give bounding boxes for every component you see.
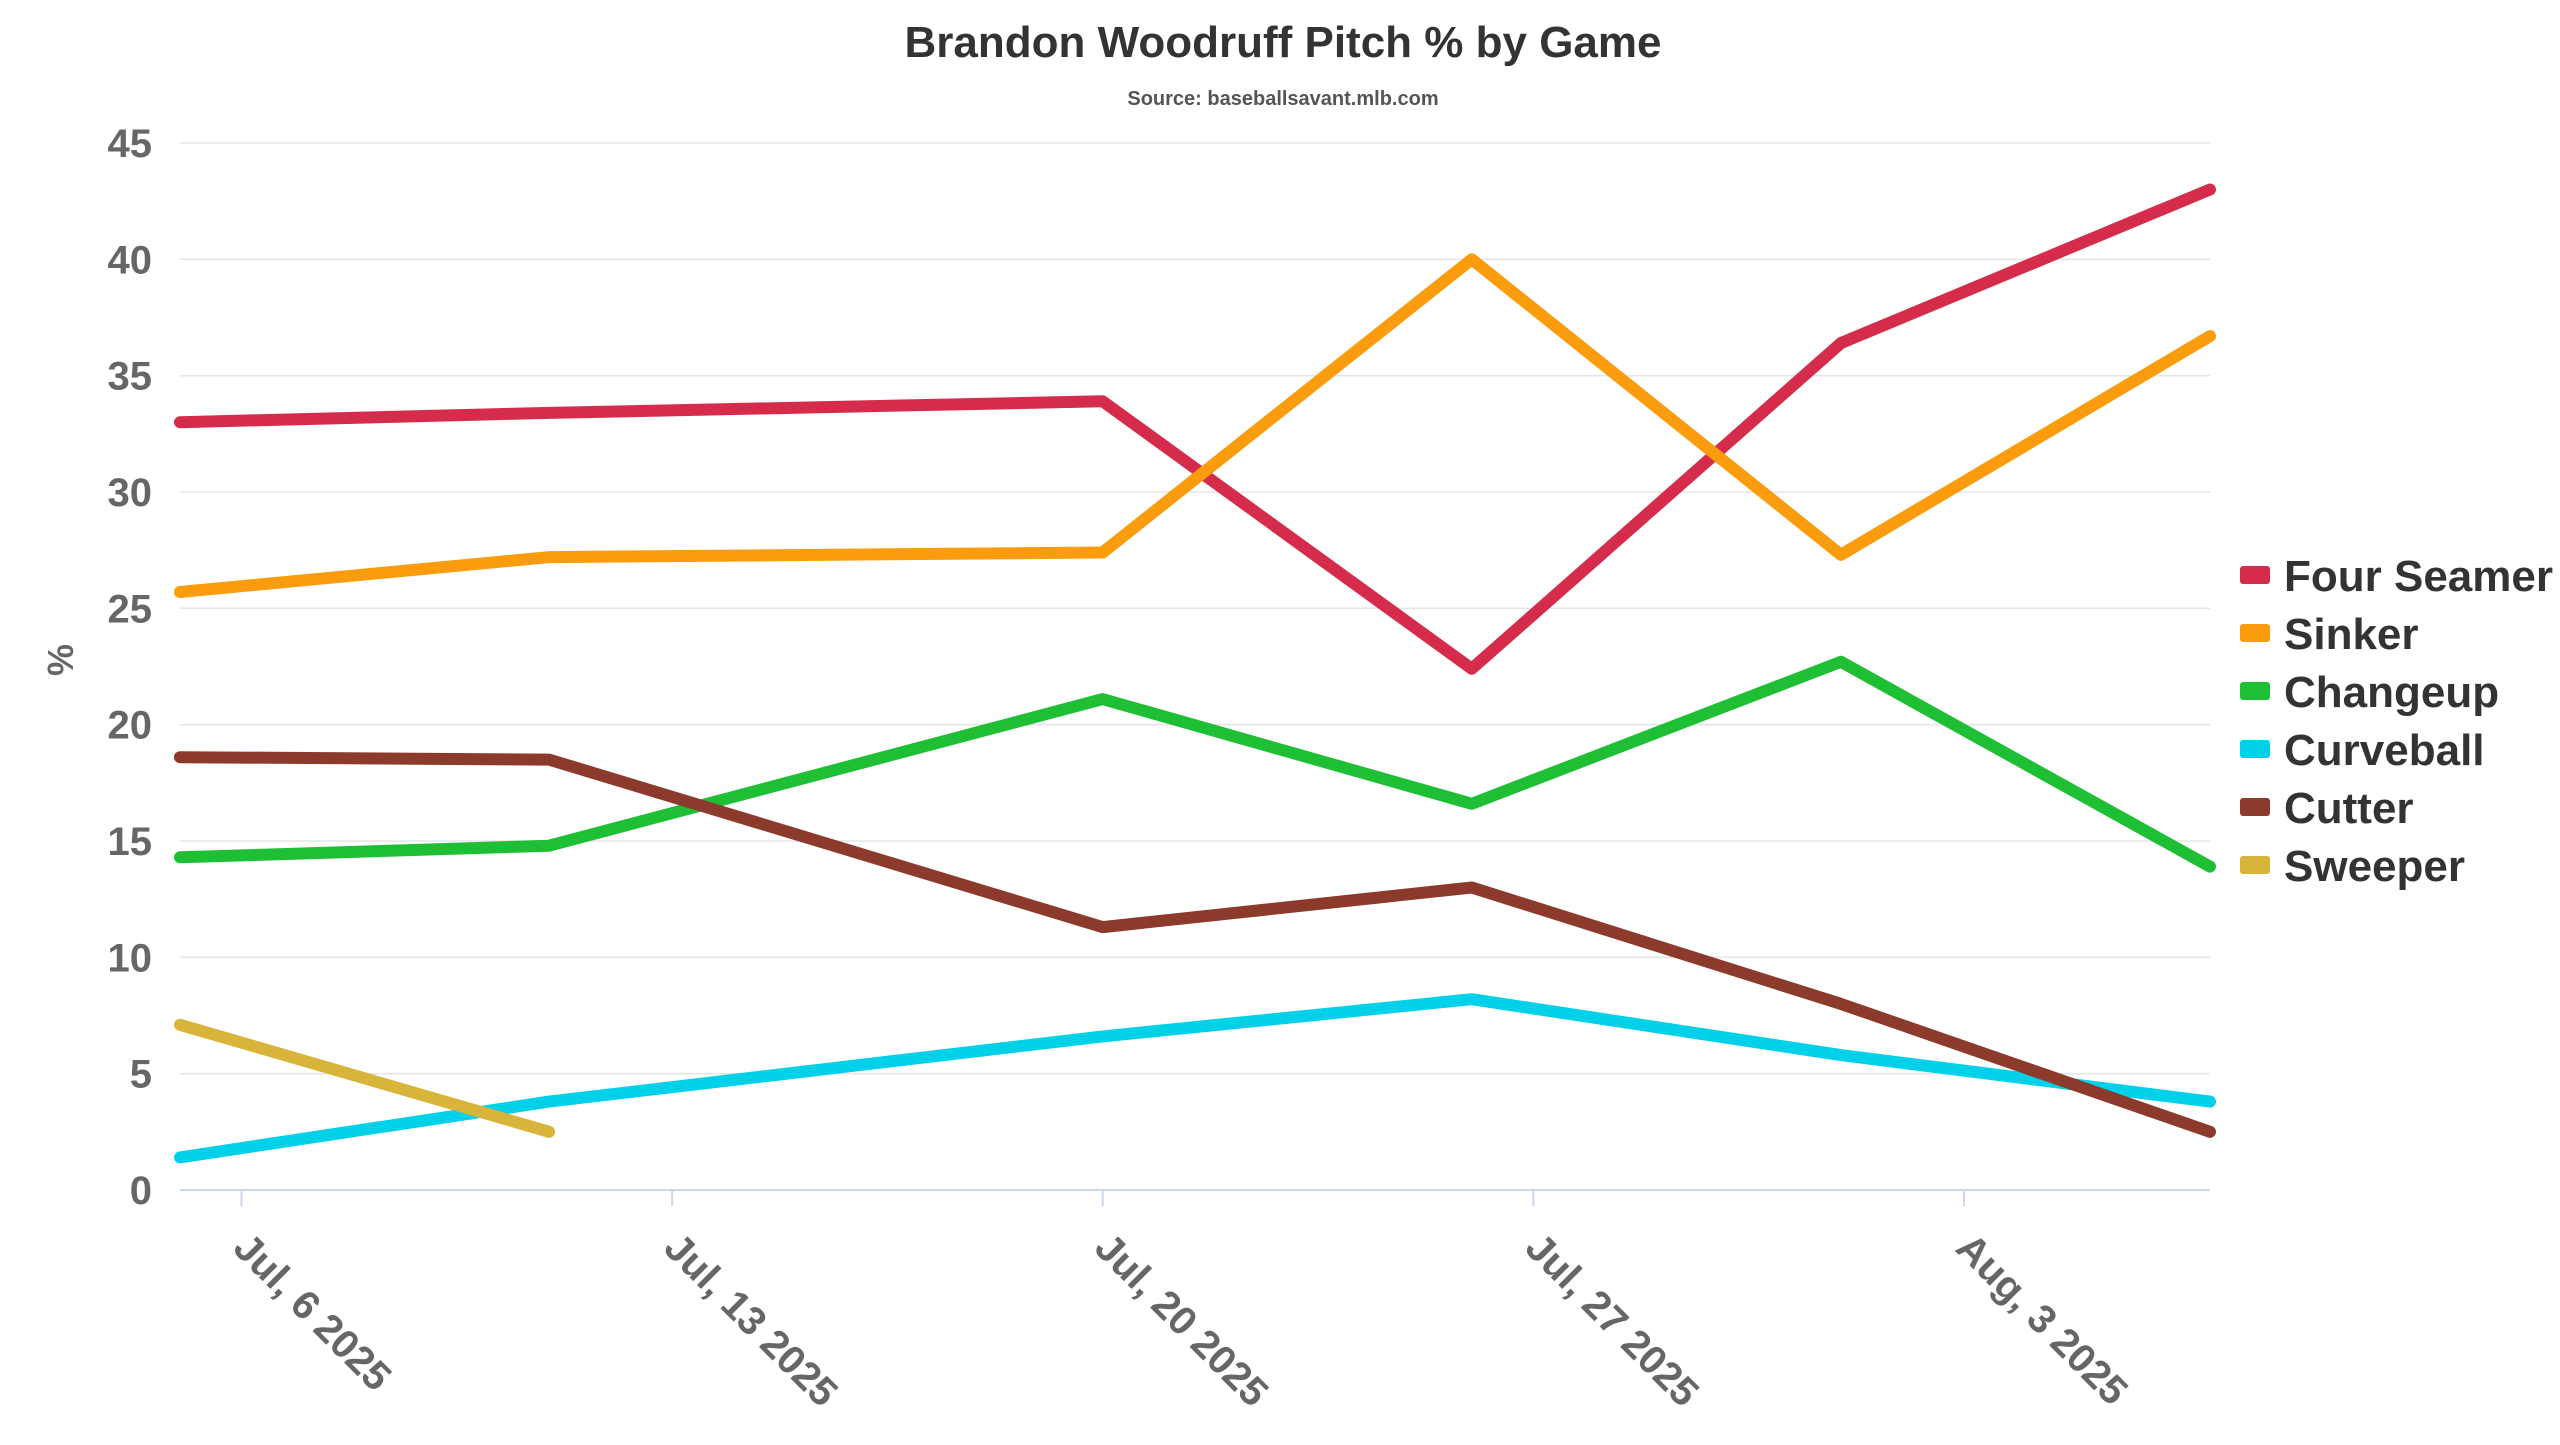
legend-item-sweeper[interactable]: Sweeper bbox=[2240, 842, 2465, 891]
data-point bbox=[544, 1126, 555, 1137]
legend-label: Sweeper bbox=[2284, 842, 2465, 891]
series-line-sweeper bbox=[174, 1018, 556, 1138]
legend-item-four-seamer[interactable]: Four Seamer bbox=[2240, 552, 2553, 601]
series-line-cutter bbox=[174, 751, 2216, 1138]
data-point bbox=[2205, 184, 2215, 195]
series-line-sinker bbox=[174, 253, 2216, 598]
legend-swatch bbox=[2240, 624, 2270, 642]
data-point bbox=[2205, 1126, 2215, 1137]
y-tick-label: 10 bbox=[108, 936, 153, 980]
legend-swatch bbox=[2240, 682, 2270, 700]
x-tick-label: Jul, 6 2025 bbox=[225, 1225, 399, 1399]
legend: Four Seamer Sinker Changeup Curveball Cutter… bbox=[2240, 552, 2553, 891]
x-tick-label: Jul, 20 2025 bbox=[1086, 1225, 1276, 1415]
legend-swatch bbox=[2240, 856, 2270, 874]
y-axis-ticks: 0 5 10 15 20 25 30 35 40 45 bbox=[108, 122, 153, 1213]
data-point bbox=[1097, 694, 1108, 705]
data-point bbox=[175, 1152, 185, 1163]
legend-item-changeup[interactable]: Changeup bbox=[2240, 668, 2499, 717]
legend-item-cutter[interactable]: Cutter bbox=[2240, 784, 2414, 833]
data-point bbox=[2205, 1096, 2215, 1107]
data-point bbox=[1097, 547, 1108, 558]
y-tick-label: 5 bbox=[130, 1053, 152, 1097]
chart-title: Brandon Woodruff Pitch % by Game bbox=[904, 18, 1661, 67]
y-tick-label: 20 bbox=[108, 704, 153, 748]
legend-swatch bbox=[2240, 740, 2270, 758]
legend-swatch bbox=[2240, 798, 2270, 816]
legend-label: Curveball bbox=[2284, 726, 2485, 775]
data-point bbox=[2205, 861, 2215, 872]
x-tick-label: Aug, 3 2025 bbox=[1948, 1225, 2136, 1413]
y-tick-label: 40 bbox=[108, 238, 153, 282]
data-point bbox=[1835, 656, 1846, 667]
data-point bbox=[175, 417, 185, 428]
data-point bbox=[544, 840, 555, 851]
y-tick-label: 25 bbox=[108, 587, 153, 631]
data-point bbox=[1835, 549, 1846, 560]
legend-item-curveball[interactable]: Curveball bbox=[2240, 726, 2485, 775]
legend-label: Changeup bbox=[2284, 668, 2499, 717]
data-point bbox=[1835, 1050, 1846, 1061]
y-axis-label: % bbox=[40, 644, 81, 676]
data-point bbox=[1097, 1031, 1108, 1042]
series-line-four-seamer bbox=[174, 183, 2216, 675]
data-point bbox=[544, 552, 555, 563]
data-point bbox=[1835, 998, 1846, 1009]
y-tick-label: 45 bbox=[108, 122, 153, 166]
data-point bbox=[175, 752, 185, 763]
data-point bbox=[1835, 338, 1846, 349]
x-tick-label: Jul, 13 2025 bbox=[656, 1225, 846, 1415]
data-point bbox=[1097, 396, 1108, 407]
data-point bbox=[1466, 882, 1477, 893]
series-line-changeup bbox=[174, 655, 2216, 873]
data-point bbox=[1466, 994, 1477, 1005]
data-point bbox=[175, 852, 185, 863]
legend-label: Sinker bbox=[2284, 610, 2419, 659]
series-lines bbox=[174, 183, 2216, 1164]
legend-label: Four Seamer bbox=[2284, 552, 2553, 601]
legend-item-sinker[interactable]: Sinker bbox=[2240, 610, 2419, 659]
data-point bbox=[1466, 663, 1477, 674]
data-point bbox=[2205, 331, 2215, 342]
y-tick-label: 30 bbox=[108, 471, 153, 515]
data-point bbox=[1466, 254, 1477, 265]
x-tick-label: Jul, 27 2025 bbox=[1517, 1225, 1707, 1415]
data-point bbox=[175, 1019, 185, 1030]
data-point bbox=[544, 407, 555, 418]
y-tick-label: 15 bbox=[108, 820, 153, 864]
data-point bbox=[1466, 798, 1477, 809]
legend-swatch bbox=[2240, 566, 2270, 584]
legend-label: Cutter bbox=[2284, 784, 2414, 833]
data-point bbox=[175, 587, 185, 598]
chart-subtitle: Source: baseballsavant.mlb.com bbox=[1127, 88, 1438, 110]
data-point bbox=[1097, 922, 1108, 933]
data-point bbox=[544, 1096, 555, 1107]
y-tick-label: 0 bbox=[130, 1169, 152, 1213]
data-point bbox=[544, 754, 555, 765]
x-axis-ticks: Jul, 6 2025 Jul, 13 2025 Jul, 20 2025 Jul, … bbox=[225, 1190, 2136, 1415]
y-tick-label: 35 bbox=[108, 355, 153, 399]
